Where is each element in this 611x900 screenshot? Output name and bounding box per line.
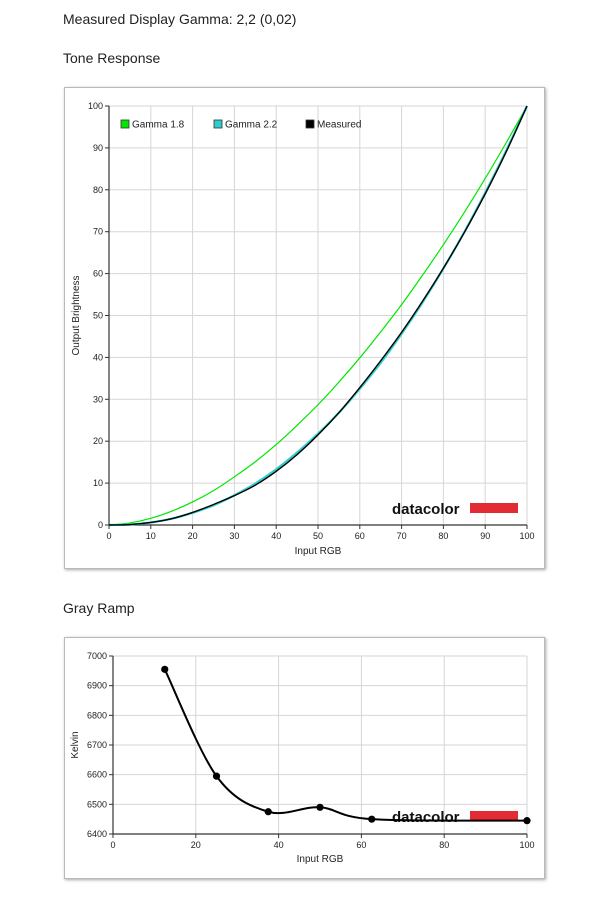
x-axis-label: Input RGB <box>297 854 344 865</box>
x-tick-label: 50 <box>313 531 323 541</box>
y-tick-label: 6900 <box>87 681 107 691</box>
tone-response-panel: 0 10 20 30 40 50 60 70 80 90 100 0 10 20 30 40 50 60 70 80 9… <box>64 87 545 569</box>
data-point <box>316 803 324 811</box>
legend-label-gamma-1-8: Gamma 1.8 <box>132 120 185 131</box>
y-tick-label: 100 <box>88 101 103 111</box>
y-tick-label: 6400 <box>87 829 107 839</box>
data-point <box>523 817 531 825</box>
data-point <box>212 772 221 780</box>
gray-datacolor-logo-bar <box>470 811 518 821</box>
y-tick-label: 60 <box>93 269 103 279</box>
x-tick-label: 0 <box>110 840 115 850</box>
tone-response-chart: 0 10 20 30 40 50 60 70 80 90 100 0 10 20 30 40 50 60 70 80 9… <box>71 101 535 557</box>
y-tick-label: 0 <box>98 520 103 530</box>
x-tick-label: 0 <box>106 531 111 541</box>
x-tick-label: 20 <box>191 840 201 850</box>
x-tick-label: 100 <box>519 840 534 850</box>
x-tick-label: 40 <box>274 840 284 850</box>
y-tick-label: 10 <box>93 478 103 488</box>
x-tick-label: 80 <box>439 840 449 850</box>
y-tick-label: 80 <box>93 185 103 195</box>
y-tick-label: 6600 <box>87 770 107 780</box>
y-tick-label: 70 <box>93 227 103 237</box>
y-tick-label: 6700 <box>87 740 107 750</box>
tone-datacolor-logo-bar <box>470 503 518 513</box>
legend-label-gamma-2-2: Gamma 2.2 <box>225 120 278 131</box>
y-tick-label: 40 <box>93 352 103 362</box>
gray-ramp-chart: 0 20 40 60 80 100 6400 6500 6600 6700 6800 6900 7000… <box>70 651 535 865</box>
y-axis-label: Output Brightness <box>71 275 82 355</box>
y-axis-label: Kelvin <box>70 731 81 758</box>
series-line-gamma-1-8 <box>108 105 528 526</box>
gray-ramp-panel: 0 20 40 60 80 100 6400 6500 6600 6700 6800 6900 7000… <box>64 637 545 879</box>
y-tick-label: 30 <box>93 394 103 404</box>
y-tick-label: 50 <box>93 311 103 321</box>
x-tick-label: 60 <box>355 531 365 541</box>
tone-response-heading: Tone Response <box>63 50 161 66</box>
x-tick-label: 30 <box>229 531 239 541</box>
x-tick-label: 80 <box>438 531 448 541</box>
y-tick-label: 20 <box>93 436 103 446</box>
y-tick-label: 6500 <box>87 799 107 809</box>
series-line-measured <box>108 105 528 526</box>
gray-ramp-heading: Gray Ramp <box>63 600 135 616</box>
legend-swatch-gamma-1-8 <box>120 119 130 129</box>
data-point <box>368 815 376 823</box>
x-axis-label: Input RGB <box>295 546 342 557</box>
legend-swatch-measured <box>305 119 315 129</box>
x-tick-label: 40 <box>271 531 281 541</box>
x-tick-label: 90 <box>480 531 490 541</box>
x-tick-label: 20 <box>188 531 198 541</box>
legend-label-measured: Measured <box>317 120 361 131</box>
tone-datacolor-logo-text: datacolor <box>392 501 460 518</box>
x-tick-label: 70 <box>397 531 407 541</box>
y-tick-label: 90 <box>93 143 103 153</box>
kelvin-line <box>163 668 528 822</box>
y-tick-label: 6800 <box>87 710 107 720</box>
x-tick-label: 60 <box>356 840 366 850</box>
gray-datacolor-logo-text: datacolor <box>392 809 460 826</box>
x-tick-label: 10 <box>146 531 156 541</box>
x-tick-label: 100 <box>519 531 534 541</box>
measured-gamma-text: Measured Display Gamma: 2,2 (0,02) <box>63 11 297 27</box>
legend-swatch-gamma-2-2 <box>213 119 223 129</box>
y-tick-label: 7000 <box>87 651 107 661</box>
data-point <box>161 665 169 673</box>
data-point <box>264 808 272 816</box>
